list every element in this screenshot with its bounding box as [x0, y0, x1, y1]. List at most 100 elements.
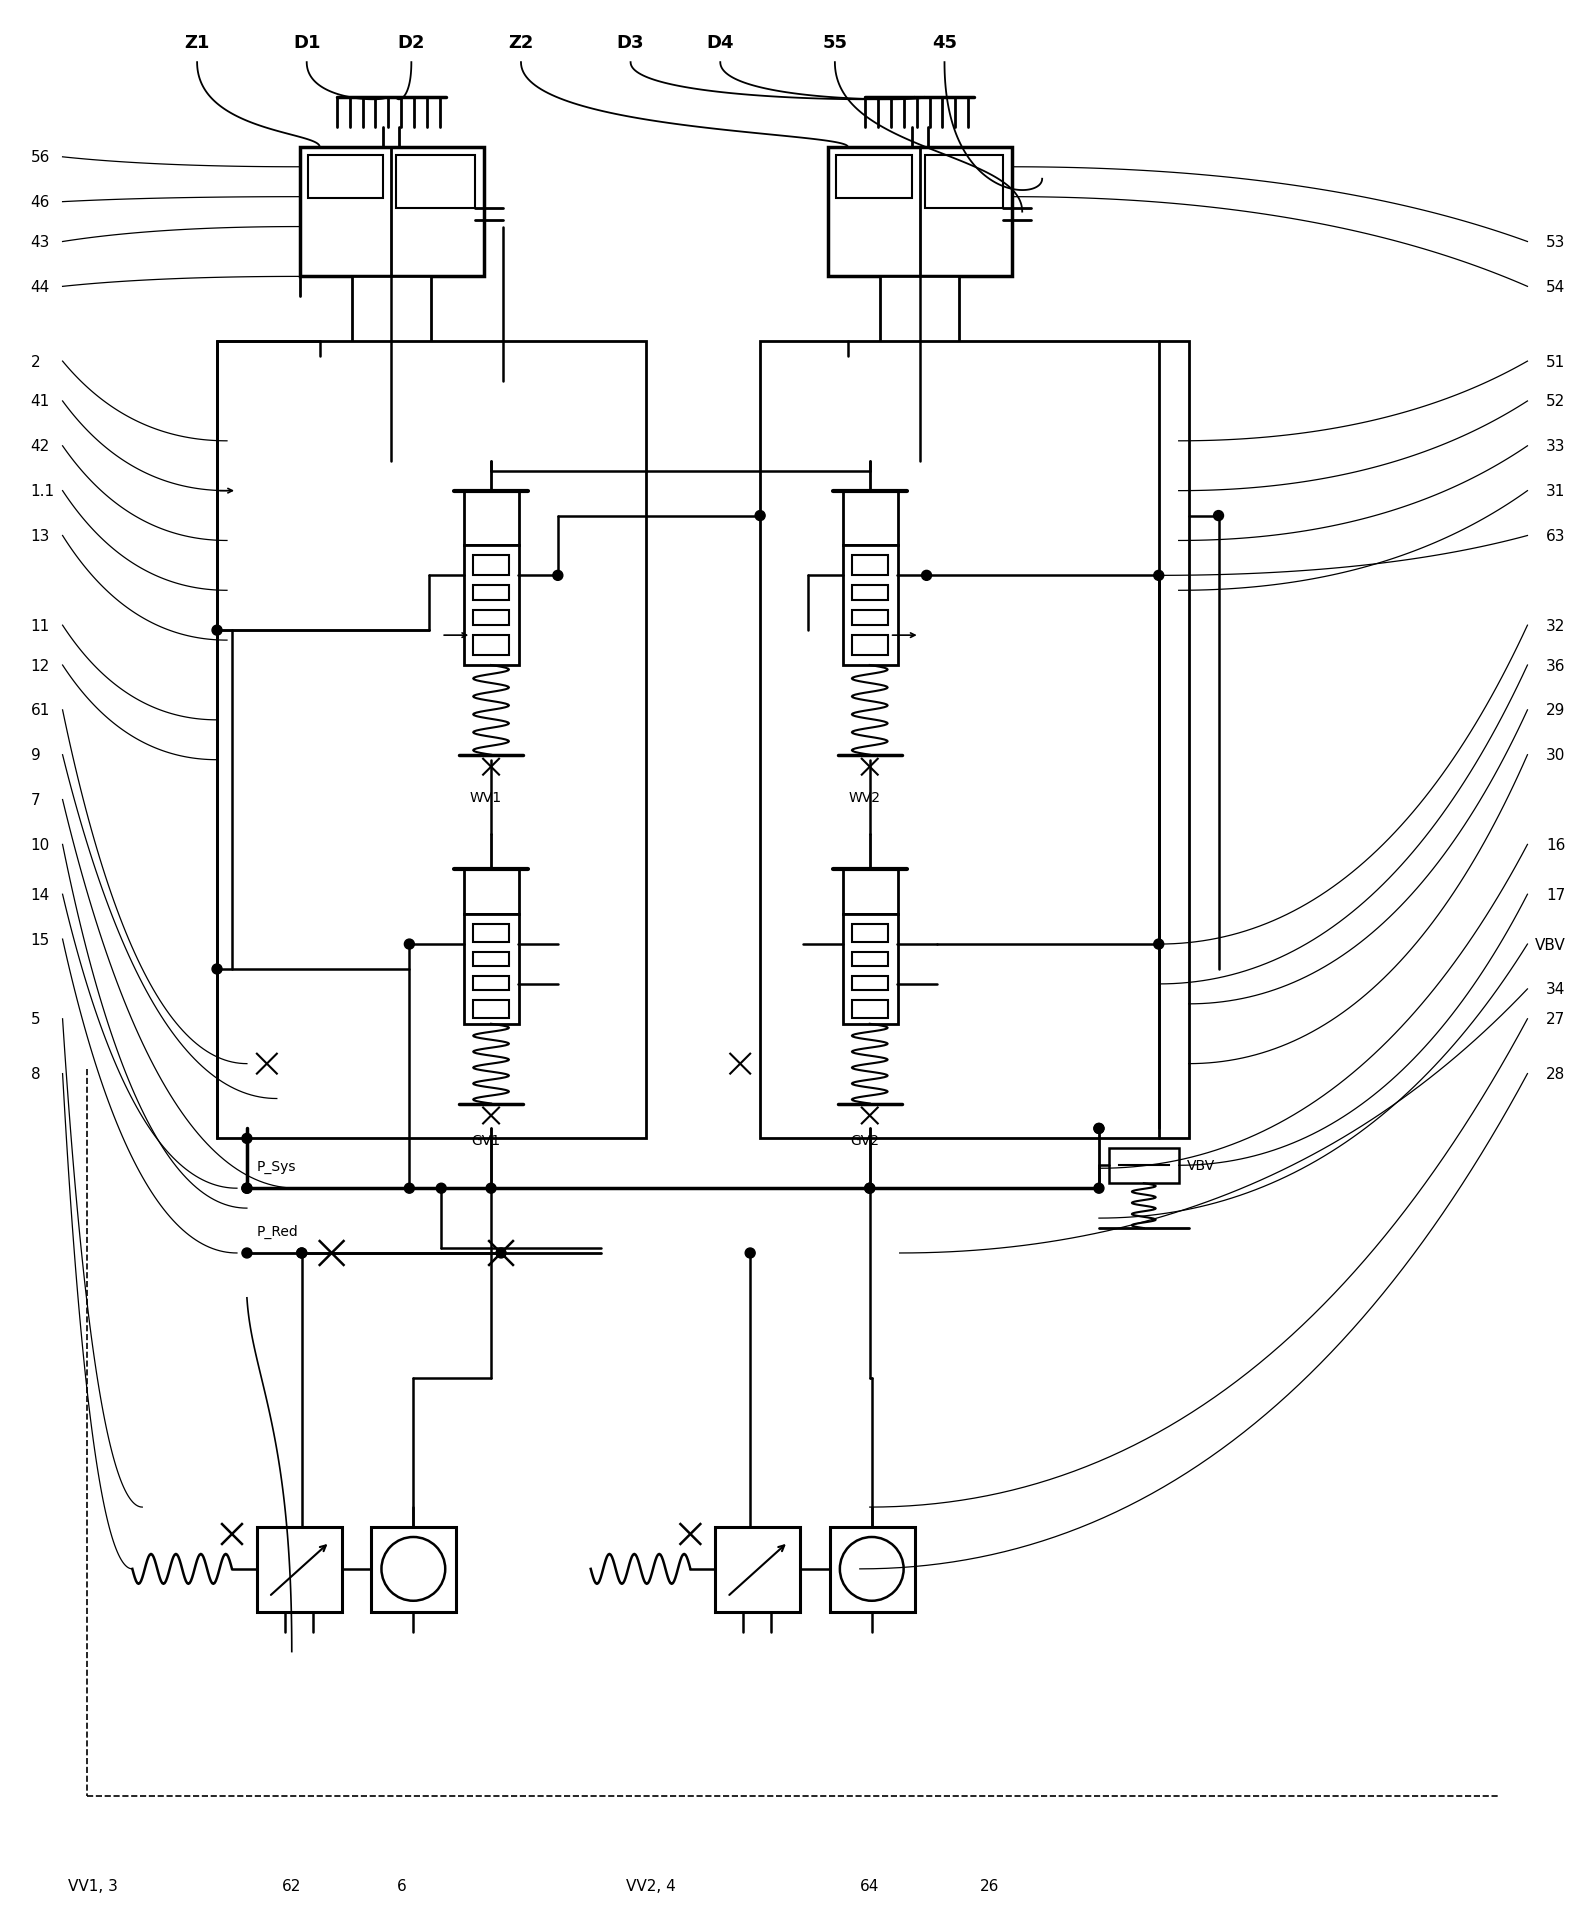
Bar — [843, 546, 897, 665]
Circle shape — [552, 571, 563, 581]
Text: WV2: WV2 — [849, 790, 881, 804]
Bar — [852, 637, 887, 656]
Bar — [351, 277, 431, 358]
Bar — [472, 952, 509, 967]
Circle shape — [404, 1185, 415, 1194]
Text: 5: 5 — [30, 1011, 40, 1027]
Text: 30: 30 — [1547, 748, 1566, 763]
Circle shape — [381, 1536, 445, 1602]
Bar — [472, 612, 509, 625]
Circle shape — [297, 1248, 306, 1258]
Circle shape — [212, 965, 222, 975]
Text: GV1: GV1 — [471, 1135, 501, 1148]
Text: 14: 14 — [30, 887, 49, 902]
Bar — [830, 1527, 915, 1611]
Text: VV2, 4: VV2, 4 — [626, 1879, 675, 1894]
Text: D2: D2 — [397, 35, 425, 52]
Bar — [464, 869, 519, 915]
Circle shape — [1154, 571, 1163, 581]
Text: 51: 51 — [1547, 354, 1566, 369]
Bar — [257, 1527, 342, 1611]
Text: 17: 17 — [1547, 887, 1566, 902]
Text: 9: 9 — [30, 748, 40, 763]
Bar — [843, 915, 897, 1025]
Bar — [472, 556, 509, 577]
Circle shape — [745, 1248, 755, 1258]
Circle shape — [921, 571, 932, 581]
Bar — [472, 637, 509, 656]
Text: D3: D3 — [616, 35, 645, 52]
Text: 1.1: 1.1 — [30, 485, 54, 498]
Text: 41: 41 — [30, 394, 49, 410]
Bar — [472, 587, 509, 602]
Circle shape — [755, 512, 764, 521]
Bar — [852, 1000, 887, 1019]
Text: 16: 16 — [1547, 838, 1566, 852]
Circle shape — [865, 1185, 875, 1194]
Circle shape — [1154, 940, 1163, 950]
Text: 64: 64 — [860, 1879, 879, 1894]
Bar — [396, 156, 476, 208]
Bar — [464, 915, 519, 1025]
Text: 2: 2 — [30, 354, 40, 369]
Circle shape — [404, 940, 415, 950]
Bar — [843, 869, 897, 915]
Circle shape — [212, 625, 222, 637]
Circle shape — [243, 1185, 252, 1194]
Bar — [308, 156, 383, 198]
Text: D4: D4 — [707, 35, 734, 52]
Circle shape — [865, 1185, 875, 1194]
Circle shape — [1093, 1123, 1104, 1135]
Bar — [472, 1000, 509, 1019]
Text: 52: 52 — [1547, 394, 1566, 410]
Text: 32: 32 — [1547, 619, 1566, 633]
Bar — [372, 1527, 456, 1611]
Circle shape — [243, 1248, 252, 1258]
Bar — [828, 148, 1012, 277]
Text: 54: 54 — [1547, 279, 1566, 294]
Circle shape — [243, 1135, 252, 1144]
Bar — [852, 556, 887, 577]
Text: 12: 12 — [30, 658, 49, 673]
Bar — [217, 342, 645, 1138]
Circle shape — [496, 1248, 506, 1258]
Text: 44: 44 — [30, 279, 49, 294]
Text: D1: D1 — [294, 35, 321, 52]
Bar — [464, 546, 519, 665]
Circle shape — [839, 1536, 903, 1602]
Text: 43: 43 — [30, 235, 49, 250]
Bar — [924, 156, 1004, 208]
Text: VBV: VBV — [1535, 937, 1566, 952]
Bar — [836, 156, 911, 198]
Text: 28: 28 — [1547, 1067, 1566, 1081]
Circle shape — [1093, 1123, 1104, 1135]
Text: 11: 11 — [30, 619, 49, 633]
Text: 36: 36 — [1547, 658, 1566, 673]
Bar — [464, 492, 519, 546]
Text: 15: 15 — [30, 933, 49, 948]
Text: VBV: VBV — [1187, 1160, 1215, 1173]
Text: 53: 53 — [1547, 235, 1566, 250]
Text: 62: 62 — [282, 1879, 302, 1894]
Text: 61: 61 — [30, 704, 49, 717]
Bar — [1109, 1148, 1179, 1185]
Text: 56: 56 — [30, 150, 49, 165]
Text: 10: 10 — [30, 838, 49, 852]
Bar — [852, 587, 887, 602]
Bar — [852, 612, 887, 625]
Text: VV1, 3: VV1, 3 — [67, 1879, 118, 1894]
Bar — [472, 977, 509, 990]
Bar — [843, 492, 897, 546]
Bar — [300, 148, 484, 277]
Text: 31: 31 — [1547, 485, 1566, 498]
Text: 34: 34 — [1547, 983, 1566, 996]
Text: 33: 33 — [1547, 438, 1566, 454]
Bar — [852, 925, 887, 942]
Text: 27: 27 — [1547, 1011, 1566, 1027]
Bar — [715, 1527, 800, 1611]
Text: 55: 55 — [822, 35, 847, 52]
Text: 13: 13 — [30, 529, 49, 544]
Text: 29: 29 — [1547, 704, 1566, 717]
Circle shape — [487, 1185, 496, 1194]
Bar — [852, 977, 887, 990]
